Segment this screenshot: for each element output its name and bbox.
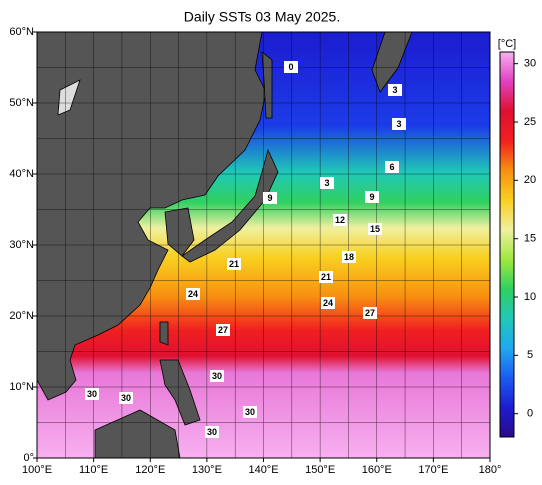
contour-label: 21 — [229, 259, 239, 269]
contour-labels: 0 3 3 6 3 9 9 12 15 18 21 21 24 24 27 27 30 30 30 30 30 — [85, 61, 406, 438]
contour-label-box — [227, 258, 241, 270]
contour-label: 30 — [245, 407, 255, 417]
land — [37, 32, 413, 458]
contour-label-box — [216, 324, 230, 336]
contour-label: 0 — [288, 62, 293, 72]
colorbar-tick-label: 25 — [524, 116, 536, 128]
x-tick-label: 130°E — [192, 464, 222, 476]
x-tick-label: 150°E — [305, 464, 335, 476]
contour-label: 9 — [267, 193, 272, 203]
contour-label: 9 — [369, 192, 374, 202]
contour-label-box — [284, 61, 298, 73]
contour-label: 30 — [207, 427, 217, 437]
taiwan — [159, 321, 169, 346]
contour-label: 18 — [344, 252, 354, 262]
contour-label-box — [210, 370, 224, 382]
contour-label-box — [321, 297, 335, 309]
contour-label: 12 — [335, 215, 345, 225]
contour-label: 30 — [121, 393, 131, 403]
y-tick-label: 20°N — [9, 310, 34, 322]
contour-label-box — [363, 307, 377, 319]
lake — [57, 79, 81, 116]
y-tick-label: 0° — [23, 452, 34, 464]
map-area: 0 3 3 6 3 9 9 12 15 18 21 21 24 24 27 27 30 30 30 30 30 — [37, 32, 490, 458]
x-tick-label: 120°E — [135, 464, 165, 476]
title: Daily SSTs 03 May 2025. — [184, 9, 340, 25]
contour-label: 3 — [324, 178, 329, 188]
contour-label-box — [186, 288, 200, 300]
contour-label-box — [119, 392, 133, 404]
x-tick-label: 160°E — [362, 464, 392, 476]
y-tick-label: 60°N — [9, 26, 34, 38]
y-tick-label: 40°N — [9, 168, 34, 180]
contour-label: 30 — [212, 371, 222, 381]
contour-label-box — [368, 223, 382, 235]
contour-label-box — [385, 161, 399, 173]
contour-label: 3 — [396, 119, 401, 129]
colorbar-label: [°C] — [498, 38, 516, 50]
contour-label: 3 — [392, 85, 397, 95]
x-tick-label: 110°E — [79, 464, 108, 476]
contour-label-box — [392, 118, 406, 130]
contour-label-box — [85, 388, 99, 400]
colorbar-tick-label: 5 — [527, 349, 533, 361]
contour-label: 24 — [188, 289, 198, 299]
x-tick-label: 140°E — [248, 464, 278, 476]
contour-label-box — [365, 191, 379, 203]
borneo — [94, 409, 181, 458]
contour-label: 6 — [389, 162, 394, 172]
contour-label: 27 — [365, 308, 375, 318]
y-tick-label: 50°N — [9, 97, 34, 109]
contour-label: 30 — [87, 389, 97, 399]
contour-label-box — [333, 214, 347, 226]
contour-label: 15 — [370, 224, 380, 234]
kamchatka — [371, 32, 413, 93]
contour-label-box — [319, 271, 333, 283]
colorbar-tick-label: 20 — [524, 174, 536, 186]
grid — [37, 32, 490, 458]
contour-label-box — [342, 251, 356, 263]
colorbar-tick-label: 0 — [527, 408, 533, 420]
colorbar-tick-label: 15 — [524, 233, 536, 245]
contour-label-box — [205, 426, 219, 438]
y-tick-label: 30°N — [9, 239, 34, 251]
x-tick-label: 100°E — [22, 464, 52, 476]
contour-label-box — [320, 177, 334, 189]
contour-label: 24 — [323, 298, 333, 308]
colorbar-tick-label: 30 — [524, 58, 536, 70]
korea — [164, 207, 195, 257]
colorbar-tick-label: 10 — [524, 291, 536, 303]
contour-label: 21 — [321, 272, 331, 282]
contour-label-box — [263, 192, 277, 204]
contour-label-box — [388, 84, 402, 96]
contour-label: 27 — [218, 325, 228, 335]
contour-label-box — [243, 406, 257, 418]
y-tick-label: 10°N — [9, 381, 34, 393]
x-tick-label: 170°E — [418, 464, 448, 476]
x-tick-label: 180° — [479, 464, 502, 476]
colorbar — [499, 51, 515, 438]
